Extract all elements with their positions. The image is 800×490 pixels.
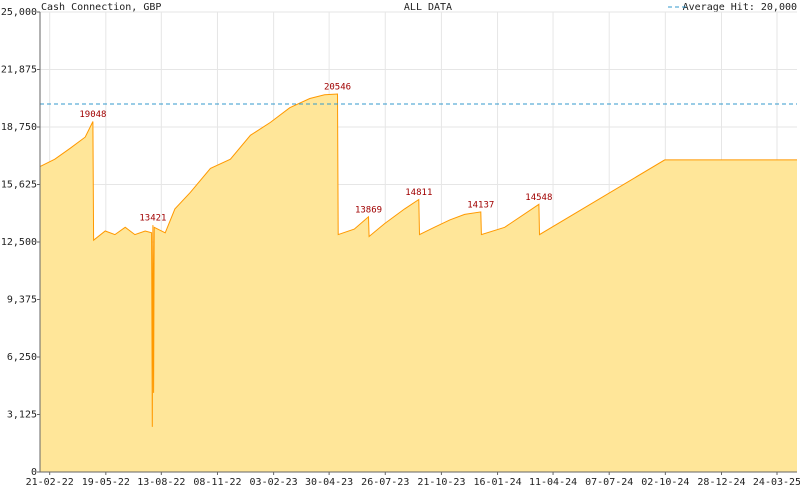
chart-subtitle: ALL DATA	[404, 2, 452, 13]
line	[39, 93, 797, 427]
x-tick-label: 21-10-23	[417, 477, 465, 488]
peak-label: 19048	[79, 110, 106, 120]
x-tick-label: 08-11-22	[193, 477, 241, 488]
y-tick-label: 25,000	[1, 7, 37, 18]
chart-title: Cash Connection, GBP	[41, 2, 161, 13]
peak-label: 13869	[355, 205, 382, 215]
x-tick-label: 16-01-24	[473, 477, 521, 488]
y-tick-label: 15,625	[1, 180, 37, 191]
y-tick-label: 12,500	[1, 237, 37, 248]
y-tick-label: 6,250	[7, 352, 37, 363]
y-tick-label: 0	[31, 467, 37, 478]
y-tick-label: 18,750	[1, 122, 37, 133]
y-tick-label: 3,125	[7, 410, 37, 421]
peak-label: 14137	[467, 200, 494, 210]
x-tick-label: 19-05-22	[82, 477, 130, 488]
x-tick-label: 02-10-24	[641, 477, 689, 488]
peak-label: 14811	[405, 188, 432, 198]
average-legend: Average Hit: 20,000	[683, 2, 797, 13]
y-tick-label: 9,375	[7, 295, 37, 306]
x-tick-label: 21-02-22	[26, 477, 74, 488]
area	[40, 94, 797, 472]
peak-label: 20546	[324, 82, 351, 92]
y-tick-label: 21,875	[1, 65, 37, 76]
x-tick-label: 11-04-24	[529, 477, 577, 488]
x-tick-label: 26-07-23	[361, 477, 409, 488]
x-tick-label: 03-02-23	[250, 477, 298, 488]
x-tick-label: 07-07-24	[585, 477, 633, 488]
peak-label: 14548	[525, 193, 552, 203]
x-tick-label: 24-03-25	[753, 477, 800, 488]
x-tick-label: 28-12-24	[697, 477, 745, 488]
peak-label: 13421	[139, 214, 166, 224]
x-tick-label: 13-08-22	[137, 477, 185, 488]
x-tick-label: 30-04-23	[305, 477, 353, 488]
